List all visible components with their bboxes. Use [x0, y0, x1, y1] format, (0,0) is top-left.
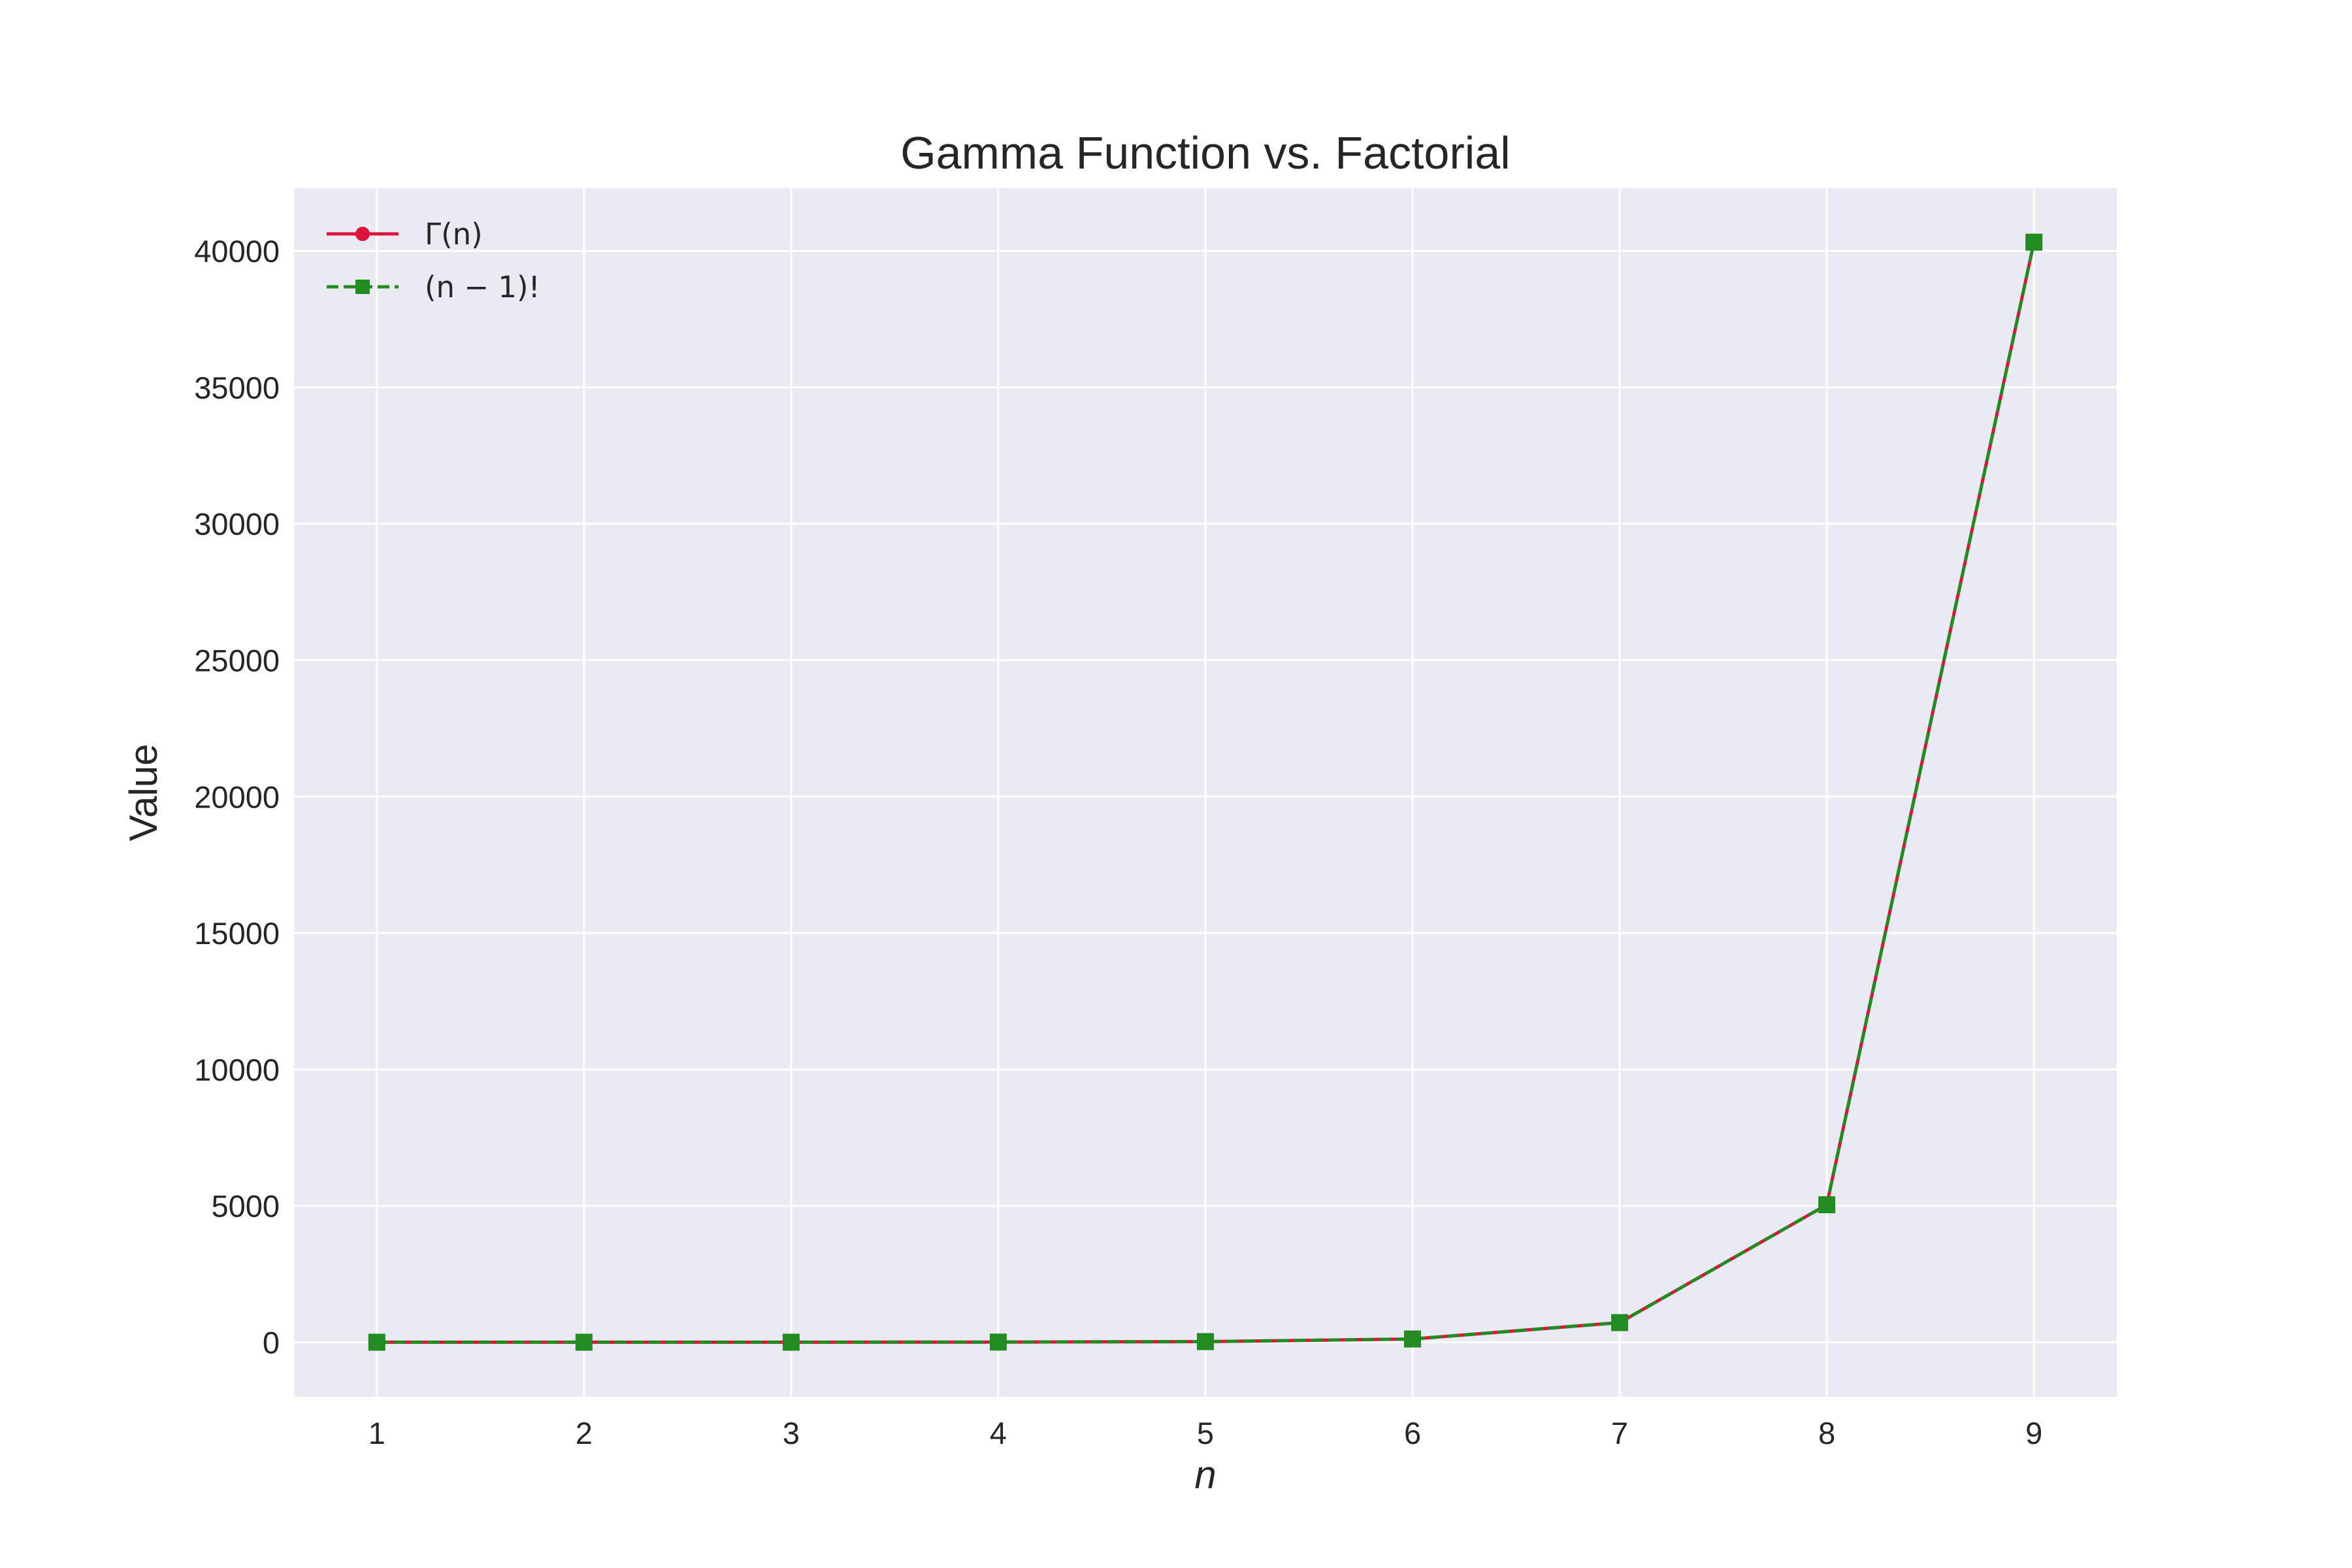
y-tick-label: 15000 [194, 916, 280, 951]
data-point [782, 1333, 800, 1351]
tick-labels: 1 2 3 4 5 6 7 8 9 0 5000 10000 15000 20000 25000 30000 3… [194, 234, 2042, 1450]
data-point [1404, 1330, 1422, 1348]
data-point [368, 1333, 385, 1351]
series-line [376, 242, 2036, 1344]
legend-entry-gamma: Γ(n) [327, 217, 483, 252]
data-point [575, 1333, 593, 1351]
x-tick-label: 6 [1404, 1416, 1421, 1450]
x-tick-label: 5 [1197, 1416, 1214, 1450]
y-tick-label: 35000 [194, 370, 280, 405]
legend: Γ(n) (n − 1)! [327, 217, 540, 304]
legend-entry-factorial: (n − 1)! [327, 270, 540, 304]
series-layer [368, 233, 2043, 1351]
data-point [1818, 1196, 1836, 1214]
x-tick-label: 2 [576, 1416, 593, 1450]
y-axis-label: Value [122, 743, 165, 841]
x-tick-label: 3 [783, 1416, 800, 1450]
data-point [1611, 1314, 1629, 1331]
x-axis-label: n [1194, 1453, 1216, 1497]
y-tick-label: 20000 [194, 779, 280, 814]
chart-title: Gamma Function vs. Factorial [900, 127, 1511, 178]
x-tick-label: 7 [1611, 1416, 1628, 1450]
data-point [1197, 1333, 1214, 1350]
data-point [2025, 233, 2043, 251]
y-tick-label: 30000 [194, 507, 280, 542]
x-tick-label: 1 [368, 1416, 385, 1450]
legend-swatch-marker [355, 280, 370, 294]
y-tick-label: 25000 [194, 643, 280, 678]
y-tick-label: 10000 [194, 1053, 280, 1087]
legend-label: Γ(n) [425, 217, 483, 252]
series-1 [368, 233, 2043, 1351]
y-tick-label: 0 [263, 1325, 280, 1360]
x-tick-label: 4 [990, 1416, 1007, 1450]
x-tick-label: 9 [2025, 1416, 2042, 1450]
data-point [989, 1333, 1007, 1351]
y-tick-label: 40000 [194, 234, 280, 269]
legend-label: (n − 1)! [425, 270, 540, 304]
y-tick-label: 5000 [211, 1189, 280, 1224]
x-tick-label: 8 [1818, 1416, 1835, 1450]
legend-swatch-marker [355, 227, 370, 241]
